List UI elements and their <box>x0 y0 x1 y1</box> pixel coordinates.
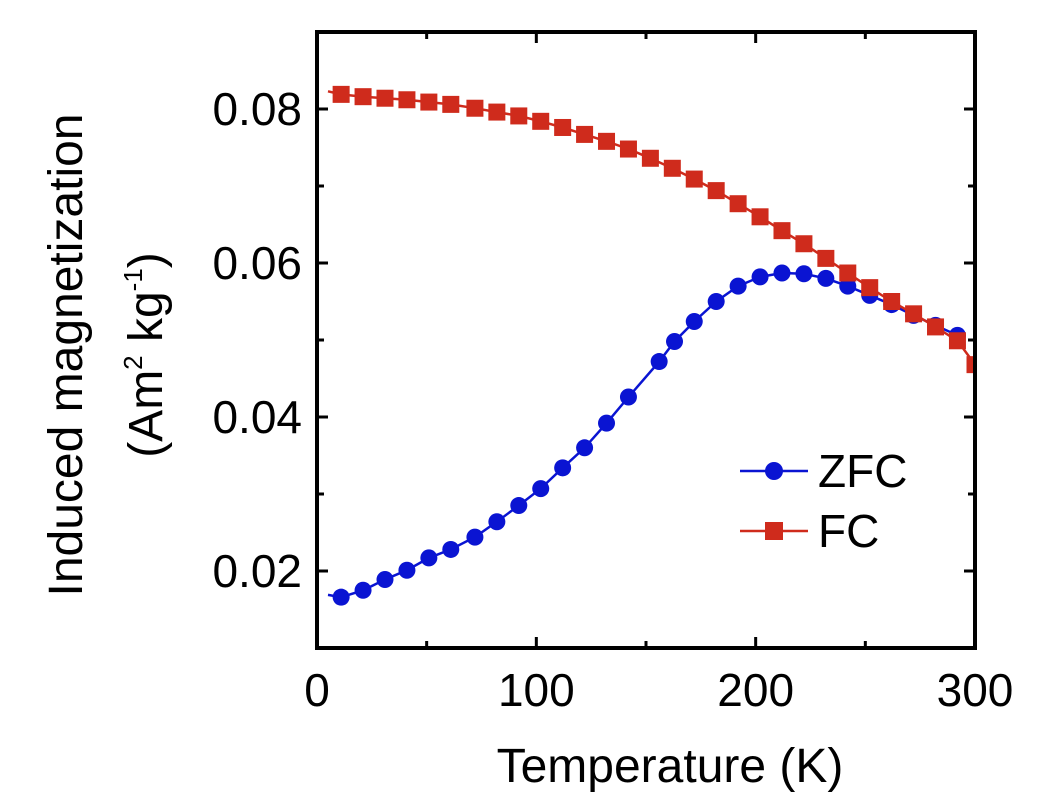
point-fc-6 <box>466 99 484 117</box>
point-fc-21 <box>795 235 813 253</box>
point-fc-11 <box>576 125 594 143</box>
y-tick-label-3: 0.08 <box>212 83 302 135</box>
x-axis-title: Temperature (K) <box>497 740 844 793</box>
y-axis-title-line1: Induced magnetization <box>40 114 93 597</box>
point-zfc-15 <box>666 333 684 351</box>
point-fc-10 <box>554 118 572 136</box>
point-fc-26 <box>905 305 923 323</box>
point-fc-9 <box>532 112 550 130</box>
point-zfc-5 <box>442 540 460 558</box>
y-tick-label-2: 0.06 <box>212 237 302 289</box>
y-axis-title-mid: kg <box>120 291 173 355</box>
point-zfc-18 <box>729 277 747 295</box>
point-fc-23 <box>839 264 857 282</box>
point-zfc-7 <box>488 513 506 531</box>
legend-marker-fc <box>765 522 783 540</box>
legend-marker-zfc <box>765 462 783 480</box>
point-fc-28 <box>948 332 966 350</box>
y-tick-label-1: 0.04 <box>212 391 302 443</box>
legend-item-zfc: ZFC <box>740 445 907 497</box>
point-fc-18 <box>729 195 747 213</box>
point-zfc-2 <box>376 570 394 588</box>
y-tick-label-0: 0.02 <box>212 545 302 597</box>
series-fc-line <box>327 90 975 366</box>
point-zfc-19 <box>751 268 769 286</box>
point-zfc-10 <box>554 459 572 477</box>
point-fc-17 <box>707 182 725 200</box>
point-zfc-11 <box>576 439 594 457</box>
legend-item-fc: FC <box>740 505 879 557</box>
point-zfc-0 <box>332 588 350 606</box>
point-fc-4 <box>420 93 438 111</box>
legend: ZFC FC <box>740 445 907 557</box>
point-zfc-21 <box>795 265 813 283</box>
point-fc-20 <box>773 222 791 240</box>
point-fc-13 <box>619 140 637 158</box>
point-fc-14 <box>641 149 659 167</box>
series-fc <box>327 85 975 374</box>
point-fc-15 <box>663 159 681 177</box>
y-axis-title-line2: (Am2 kg-1) <box>118 252 173 458</box>
x-tick-label-1: 100 <box>498 664 575 716</box>
point-fc-3 <box>398 91 416 109</box>
point-zfc-6 <box>466 528 484 546</box>
point-fc-19 <box>751 208 769 226</box>
point-zfc-22 <box>817 269 835 287</box>
legend-label-zfc: ZFC <box>818 445 907 497</box>
point-fc-29 <box>966 356 975 374</box>
x-tick-label-3: 300 <box>937 664 1014 716</box>
point-zfc-12 <box>598 414 616 432</box>
point-fc-25 <box>883 293 901 310</box>
point-fc-16 <box>685 170 703 188</box>
point-zfc-9 <box>532 480 550 498</box>
point-fc-5 <box>442 95 460 113</box>
point-zfc-8 <box>510 497 528 515</box>
point-fc-7 <box>488 103 506 121</box>
point-zfc-4 <box>420 549 438 567</box>
plot-area <box>327 85 975 606</box>
x-tick-label-2: 200 <box>717 664 794 716</box>
point-zfc-23 <box>839 277 857 295</box>
data-layer <box>327 85 975 606</box>
point-fc-2 <box>376 89 394 107</box>
legend-label-fc: FC <box>818 505 879 557</box>
point-zfc-3 <box>398 561 416 579</box>
point-zfc-1 <box>354 581 372 599</box>
point-fc-24 <box>861 279 879 297</box>
axes-layer: 0 100 200 300 0.02 0.04 0.06 0.08 <box>212 30 1014 716</box>
y-axis-title-prefix: (Am <box>120 370 173 458</box>
point-zfc-20 <box>773 264 791 282</box>
point-zfc-16 <box>685 313 703 331</box>
point-fc-0 <box>332 85 350 103</box>
y-axis-title-suffix: ) <box>120 252 173 268</box>
point-zfc-13 <box>619 388 637 406</box>
point-fc-8 <box>510 107 528 125</box>
point-fc-27 <box>927 318 945 336</box>
y-axis-title-sup2: -1 <box>118 268 148 291</box>
point-zfc-14 <box>650 353 668 371</box>
point-fc-12 <box>598 132 616 150</box>
point-fc-1 <box>354 88 372 106</box>
point-zfc-17 <box>707 293 725 310</box>
y-axis-title-sup1: 2 <box>118 355 148 369</box>
point-fc-22 <box>817 249 835 267</box>
x-tick-label-0: 0 <box>304 664 330 716</box>
